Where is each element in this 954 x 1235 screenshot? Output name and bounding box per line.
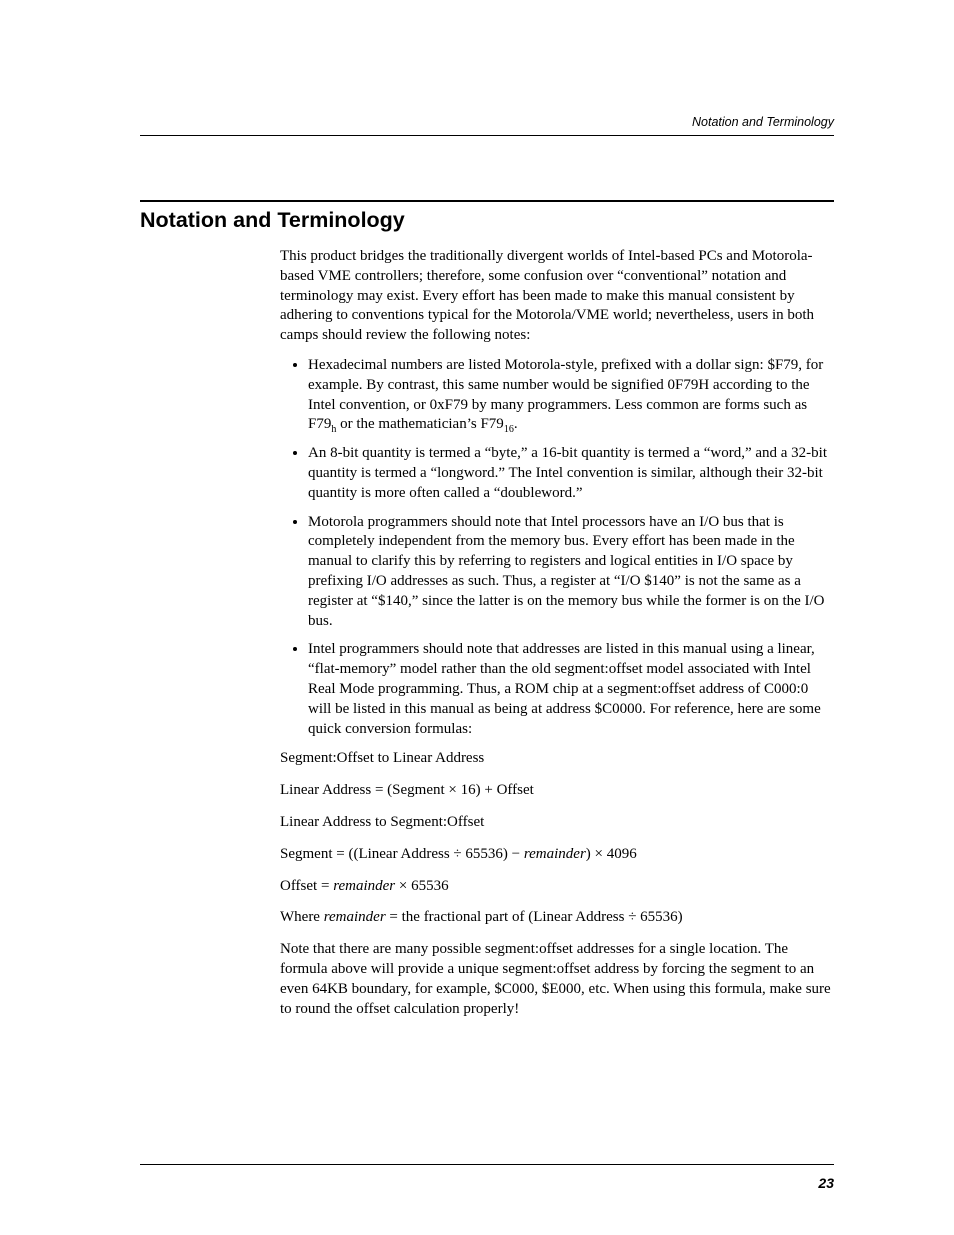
formula-line: Segment = ((Linear Address ÷ 65536) − re… — [280, 845, 834, 865]
formula-text: Segment = ((Linear Address ÷ 65536) − — [280, 846, 524, 862]
bullet-list: Hexadecimal numbers are listed Motorola-… — [280, 356, 834, 739]
formula-heading: Linear Address to Segment:Offset — [280, 813, 834, 833]
formula-text: × 65536 — [395, 878, 448, 894]
formula-line: Offset = remainder × 65536 — [280, 877, 834, 897]
body-content: This product bridges the traditionally d… — [280, 247, 834, 1019]
section-rule — [140, 200, 834, 202]
note-paragraph: Note that there are many possible segmen… — [280, 940, 834, 1019]
section-title: Notation and Terminology — [140, 208, 834, 233]
footer-rule — [140, 1164, 834, 1165]
list-item: An 8-bit quantity is termed a “byte,” a … — [308, 444, 834, 503]
running-header: Notation and Terminology — [692, 115, 834, 129]
formula-line: Linear Address = (Segment × 16) + Offset — [280, 781, 834, 801]
formula-text: = the fractional part of (Linear Address… — [386, 909, 683, 925]
list-item: Motorola programmers should note that In… — [308, 513, 834, 632]
intro-paragraph: This product bridges the traditionally d… — [280, 247, 834, 346]
formula-italic: remainder — [524, 846, 586, 862]
page-number: 23 — [818, 1175, 834, 1191]
formula-text: ) × 4096 — [586, 846, 637, 862]
header-rule — [140, 135, 834, 136]
subscript: 16 — [504, 424, 514, 435]
formula-text: Offset = — [280, 878, 333, 894]
formula-text: Where — [280, 909, 324, 925]
formula-italic: remainder — [324, 909, 386, 925]
formula-italic: remainder — [333, 878, 395, 894]
list-item: Intel programmers should note that addre… — [308, 640, 834, 739]
list-item: Hexadecimal numbers are listed Motorola-… — [308, 356, 834, 435]
formula-line: Where remainder = the fractional part of… — [280, 908, 834, 928]
bullet-text: or the mathematician’s F79 — [336, 416, 503, 432]
page: Notation and Terminology Notation and Te… — [0, 0, 954, 1235]
bullet-text: . — [514, 416, 518, 432]
formula-heading: Segment:Offset to Linear Address — [280, 749, 834, 769]
